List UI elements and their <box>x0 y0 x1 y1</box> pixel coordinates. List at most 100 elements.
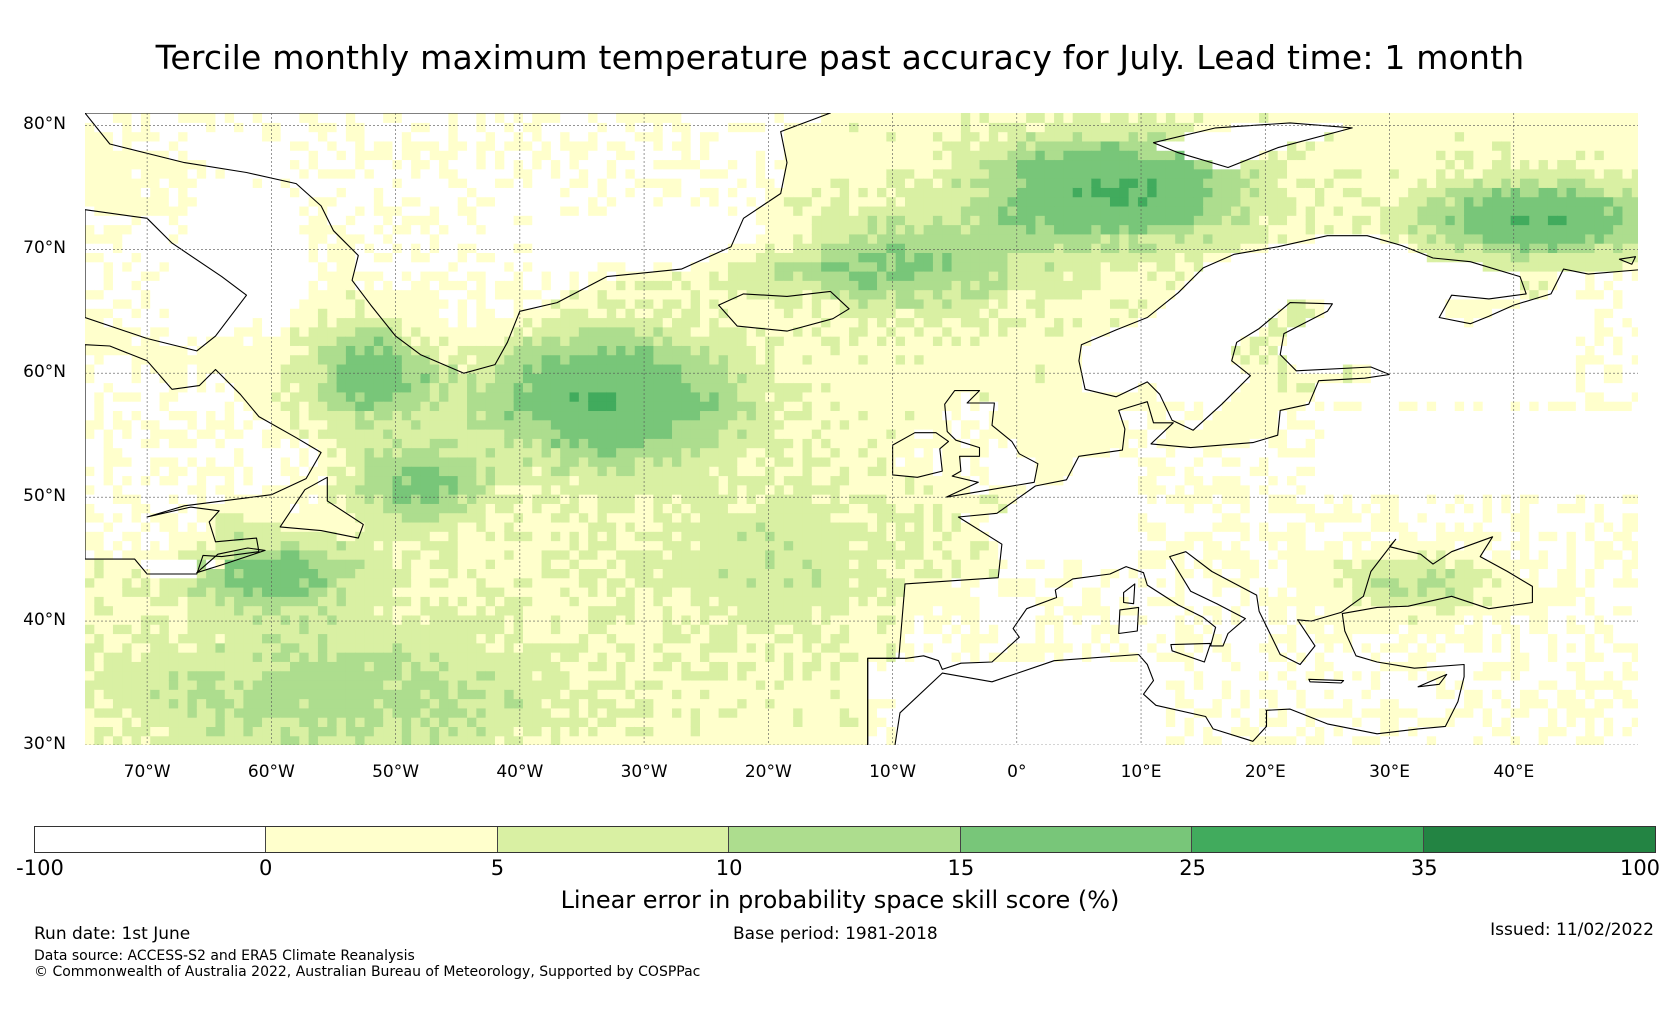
skill-cell <box>504 363 515 374</box>
skill-cell <box>746 456 757 467</box>
skill-cell <box>187 484 198 495</box>
skill-cell <box>532 642 543 653</box>
skill-cell <box>150 429 161 439</box>
skill-cell <box>616 345 627 356</box>
skill-cell <box>122 401 133 412</box>
skill-cell <box>718 373 729 384</box>
skill-cell <box>299 494 310 504</box>
skill-cell <box>290 605 300 616</box>
skill-cell <box>681 215 692 226</box>
skill-cell <box>541 131 552 142</box>
skill-cell <box>476 168 487 179</box>
skill-cell <box>727 661 738 672</box>
skill-cell <box>234 122 245 133</box>
skill-cell <box>457 726 468 737</box>
skill-cell <box>653 131 664 142</box>
skill-cell <box>709 391 720 402</box>
skill-cell <box>681 689 692 700</box>
skill-cell <box>373 633 384 644</box>
skill-cell <box>560 456 571 467</box>
skill-cell <box>373 168 384 179</box>
skill-cell <box>690 614 701 625</box>
skill-cell <box>383 215 394 226</box>
skill-cell <box>588 373 599 384</box>
skill-cell <box>541 336 552 346</box>
skill-cell <box>467 568 477 579</box>
skill-cell <box>131 531 142 542</box>
skill-cell <box>317 679 328 690</box>
skill-cell <box>94 726 105 737</box>
skill-cell <box>439 187 449 198</box>
skill-cell <box>290 475 300 486</box>
skill-cell <box>541 298 552 309</box>
skill-cell <box>522 707 533 718</box>
skill-cell <box>625 271 636 281</box>
skill-cell <box>112 187 123 198</box>
skill-cell <box>196 196 207 207</box>
skill-cell <box>94 633 105 644</box>
skill-cell <box>290 698 300 709</box>
skill-cell <box>476 271 487 281</box>
skill-cell <box>616 614 627 625</box>
skill-cell <box>550 679 561 690</box>
skill-cell <box>187 521 198 532</box>
skill-cell <box>364 354 375 365</box>
skill-cell <box>662 624 673 635</box>
skill-cell <box>131 429 142 439</box>
skill-cell <box>103 549 114 560</box>
skill-cell <box>392 475 403 486</box>
skill-cell <box>299 679 310 690</box>
skill-cell <box>765 605 776 616</box>
skill-cell <box>541 205 552 216</box>
skill-cell <box>187 215 198 226</box>
skill-cell <box>215 438 226 449</box>
skill-cell <box>178 113 189 123</box>
skill-cell <box>392 280 403 291</box>
skill-cell <box>429 587 440 597</box>
skill-cell <box>317 113 328 123</box>
skill-cell <box>140 150 151 161</box>
skill-cell <box>569 447 580 458</box>
skill-cell <box>150 484 161 495</box>
skill-cell <box>513 605 524 616</box>
skill-cell <box>383 373 394 384</box>
skill-cell <box>718 401 729 412</box>
skill-cell <box>187 531 198 542</box>
skill-cell <box>532 624 543 635</box>
skill-cell <box>755 168 766 179</box>
skill-cell <box>522 205 533 216</box>
skill-cell <box>485 280 496 291</box>
skill-cell <box>290 633 300 644</box>
skill-cell <box>243 540 254 551</box>
skill-cell <box>690 410 701 421</box>
skill-cell <box>140 298 151 309</box>
skill-cell <box>597 596 608 607</box>
skill-cell <box>159 494 170 504</box>
skill-cell <box>355 652 366 662</box>
skill-cell <box>224 131 235 142</box>
skill-cell <box>457 456 468 467</box>
skill-cell <box>448 113 459 123</box>
skill-cell <box>168 568 179 579</box>
skill-cell <box>159 113 170 123</box>
skill-cell <box>439 447 449 458</box>
skill-cell <box>85 475 95 486</box>
skill-cell <box>560 122 571 133</box>
skill-cell <box>140 429 151 439</box>
skill-cell <box>280 633 291 644</box>
skill-cell <box>262 466 272 477</box>
skill-cell <box>411 484 422 495</box>
skill-cell <box>690 224 701 235</box>
skill-cell <box>597 261 608 272</box>
skill-cell <box>448 503 459 514</box>
skill-cell <box>606 559 617 570</box>
skill-cell <box>606 717 617 728</box>
skill-cell <box>355 717 366 728</box>
skill-cell <box>588 717 599 728</box>
skill-cell <box>550 577 561 588</box>
skill-cell <box>308 466 319 477</box>
skill-cell <box>271 308 282 319</box>
skill-cell <box>420 577 431 588</box>
skill-cell <box>597 298 608 309</box>
skill-cell <box>262 215 272 226</box>
